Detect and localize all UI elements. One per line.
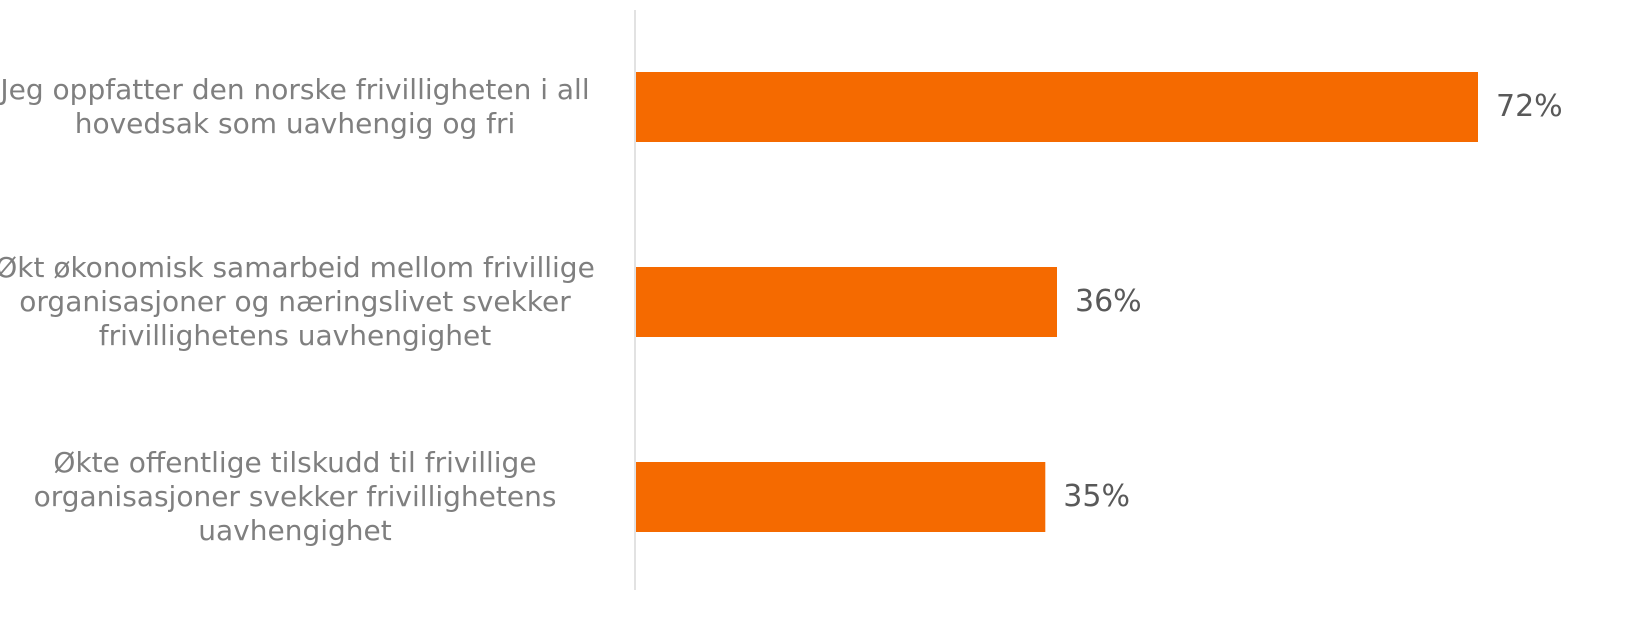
- bar-2: [636, 267, 1057, 337]
- category-label-2: Økt økonomisk samarbeid mellom frivillig…: [0, 251, 595, 352]
- value-label-1: 72%: [1496, 89, 1563, 124]
- bar-1: [636, 72, 1478, 142]
- value-label-3: 35%: [1063, 479, 1130, 514]
- category-label-3: Økte offentlige tilskudd til frivillige …: [33, 446, 557, 547]
- value-label-2: 36%: [1075, 284, 1142, 319]
- bar-3: [636, 462, 1046, 532]
- category-label-1: Jeg oppfatter den norske frivilligheten …: [0, 73, 590, 140]
